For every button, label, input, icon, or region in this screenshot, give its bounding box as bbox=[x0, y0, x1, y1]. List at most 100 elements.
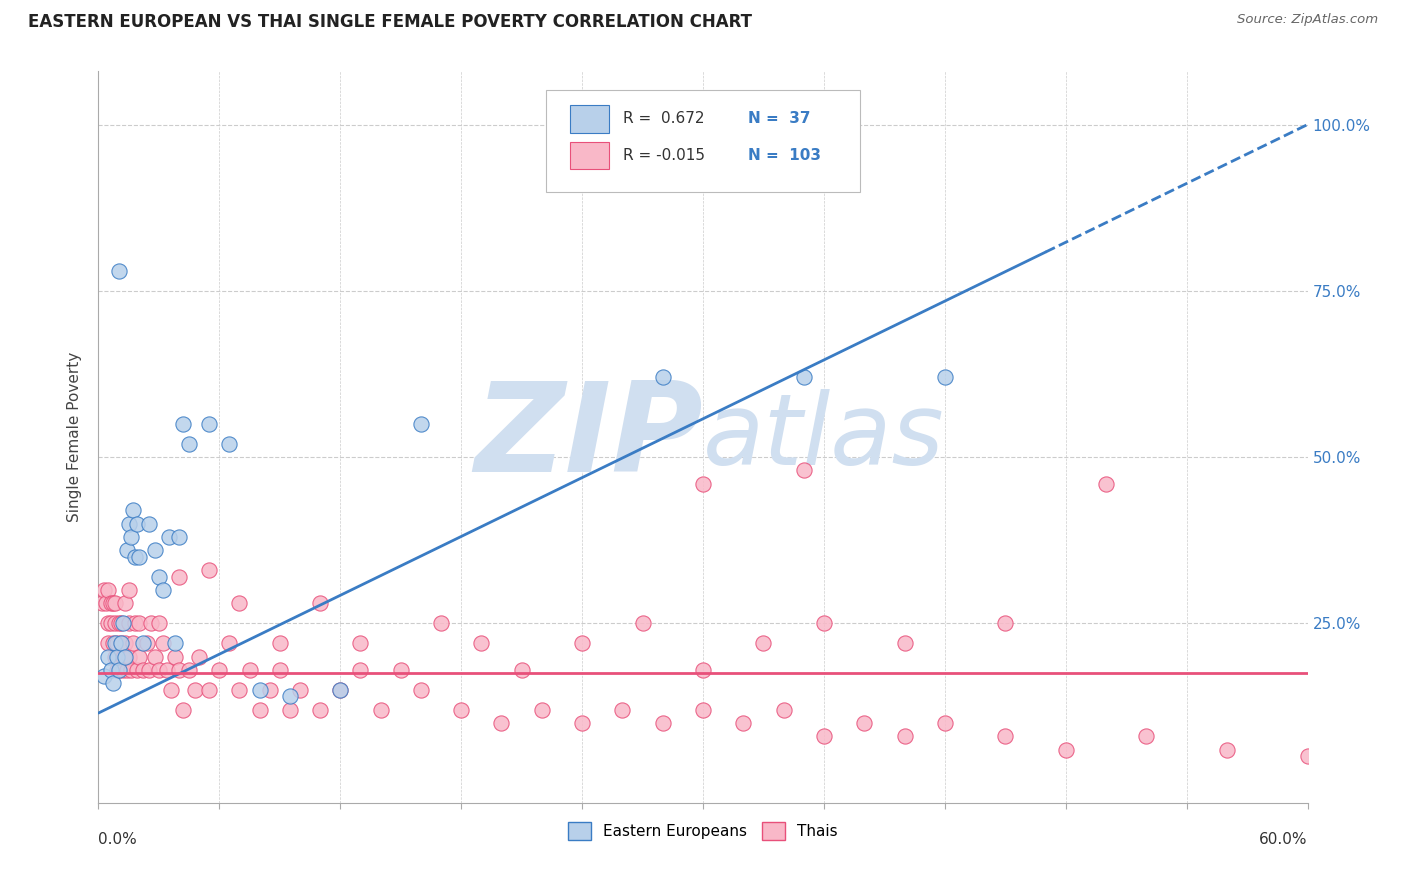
Point bbox=[121, 503, 143, 517]
Point bbox=[120, 663, 142, 677]
Point bbox=[349, 636, 371, 650]
Point bbox=[228, 596, 250, 610]
Point bbox=[110, 636, 132, 650]
Point bbox=[124, 549, 146, 564]
Point bbox=[793, 370, 815, 384]
Point bbox=[105, 636, 128, 650]
Point bbox=[259, 682, 281, 697]
Point bbox=[198, 417, 221, 431]
Point bbox=[101, 676, 124, 690]
Point bbox=[128, 616, 150, 631]
Point bbox=[103, 596, 125, 610]
Point bbox=[100, 663, 122, 677]
Point bbox=[692, 476, 714, 491]
Point bbox=[143, 543, 166, 558]
Text: 60.0%: 60.0% bbox=[1260, 832, 1308, 847]
Text: atlas: atlas bbox=[703, 389, 945, 485]
Point bbox=[853, 716, 876, 731]
Point bbox=[110, 616, 132, 631]
Point bbox=[1296, 749, 1319, 764]
Point bbox=[651, 370, 673, 384]
Point bbox=[103, 636, 125, 650]
Point bbox=[1054, 742, 1077, 756]
FancyBboxPatch shape bbox=[546, 90, 860, 192]
Point bbox=[138, 516, 160, 531]
Point bbox=[198, 563, 221, 577]
Point bbox=[103, 649, 125, 664]
Point bbox=[107, 616, 129, 631]
Point bbox=[172, 417, 194, 431]
Point bbox=[470, 636, 492, 650]
Text: ZIP: ZIP bbox=[474, 376, 703, 498]
Point bbox=[132, 663, 155, 677]
Point bbox=[349, 663, 371, 677]
Text: 0.0%: 0.0% bbox=[98, 832, 138, 847]
Point bbox=[249, 703, 271, 717]
Point bbox=[249, 682, 271, 697]
Point bbox=[167, 530, 190, 544]
Point bbox=[103, 616, 125, 631]
Point bbox=[148, 663, 170, 677]
Point bbox=[97, 649, 120, 664]
Point bbox=[93, 669, 115, 683]
Point bbox=[491, 716, 513, 731]
Text: N =  37: N = 37 bbox=[748, 112, 810, 127]
Point bbox=[93, 582, 115, 597]
Point bbox=[97, 582, 120, 597]
Point bbox=[97, 636, 120, 650]
Point bbox=[115, 663, 138, 677]
Point bbox=[218, 636, 240, 650]
Point bbox=[179, 436, 201, 450]
Point bbox=[163, 649, 186, 664]
Point bbox=[934, 716, 956, 731]
Point bbox=[309, 703, 332, 717]
Point bbox=[118, 649, 141, 664]
Point bbox=[389, 663, 412, 677]
Point bbox=[228, 682, 250, 697]
Text: R =  0.672: R = 0.672 bbox=[623, 112, 704, 127]
Point bbox=[105, 663, 128, 677]
Point bbox=[100, 616, 122, 631]
Point bbox=[118, 516, 141, 531]
Point bbox=[152, 582, 174, 597]
Point bbox=[121, 636, 143, 650]
Point bbox=[101, 596, 124, 610]
Point bbox=[179, 663, 201, 677]
Point bbox=[450, 703, 472, 717]
Text: R = -0.015: R = -0.015 bbox=[623, 148, 706, 163]
Point bbox=[409, 417, 432, 431]
Point bbox=[631, 616, 654, 631]
Point bbox=[571, 636, 593, 650]
Point bbox=[125, 516, 148, 531]
Legend: Eastern Europeans, Thais: Eastern Europeans, Thais bbox=[562, 815, 844, 847]
Point bbox=[218, 436, 240, 450]
Point bbox=[96, 596, 118, 610]
Point bbox=[269, 636, 291, 650]
Point bbox=[107, 663, 129, 677]
Point bbox=[571, 716, 593, 731]
Point bbox=[110, 636, 132, 650]
Point bbox=[934, 370, 956, 384]
Point bbox=[105, 649, 128, 664]
Point bbox=[288, 682, 311, 697]
Point bbox=[430, 616, 453, 631]
Point bbox=[118, 616, 141, 631]
Y-axis label: Single Female Poverty: Single Female Poverty bbox=[67, 352, 83, 522]
Point bbox=[692, 703, 714, 717]
Point bbox=[157, 530, 180, 544]
Point bbox=[115, 543, 138, 558]
Point bbox=[409, 682, 432, 697]
Point bbox=[132, 636, 155, 650]
Point bbox=[278, 690, 301, 704]
Point bbox=[184, 682, 207, 697]
Point bbox=[269, 663, 291, 677]
Point bbox=[107, 649, 129, 664]
Point bbox=[994, 616, 1017, 631]
Point bbox=[510, 663, 533, 677]
Point bbox=[111, 663, 134, 677]
Point bbox=[160, 682, 183, 697]
Point bbox=[612, 703, 634, 717]
Point bbox=[198, 682, 221, 697]
Point bbox=[167, 663, 190, 677]
Point bbox=[125, 663, 148, 677]
